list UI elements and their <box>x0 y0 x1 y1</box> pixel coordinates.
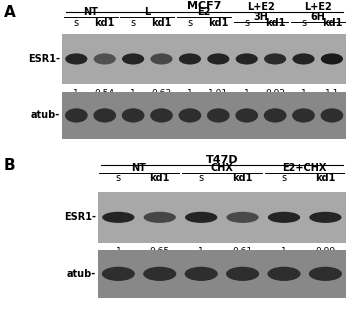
Ellipse shape <box>264 53 286 65</box>
Ellipse shape <box>122 108 144 123</box>
Ellipse shape <box>309 267 342 281</box>
Text: kd1: kd1 <box>265 18 285 28</box>
Ellipse shape <box>321 53 343 65</box>
Ellipse shape <box>292 108 315 123</box>
Text: 0.63: 0.63 <box>152 89 171 98</box>
Ellipse shape <box>264 108 286 123</box>
Text: 1.1: 1.1 <box>325 89 339 98</box>
Text: s: s <box>187 18 192 28</box>
Text: L+E2
3H: L+E2 3H <box>247 2 275 22</box>
Text: 1.01: 1.01 <box>208 89 228 98</box>
Text: 1: 1 <box>198 247 204 256</box>
Ellipse shape <box>268 212 300 223</box>
Text: s: s <box>74 18 79 28</box>
Ellipse shape <box>226 267 259 281</box>
Ellipse shape <box>309 212 342 223</box>
Ellipse shape <box>143 267 176 281</box>
Ellipse shape <box>185 267 218 281</box>
Ellipse shape <box>65 53 87 65</box>
Text: kd1: kd1 <box>233 173 253 183</box>
Text: kd1: kd1 <box>208 18 229 28</box>
Text: kd1: kd1 <box>149 173 170 183</box>
Text: 1: 1 <box>281 247 287 256</box>
Text: 0.54: 0.54 <box>95 89 115 98</box>
Text: 1: 1 <box>73 89 79 98</box>
Text: 1: 1 <box>244 89 250 98</box>
Ellipse shape <box>235 108 258 123</box>
Text: 0.99: 0.99 <box>315 247 335 256</box>
Ellipse shape <box>185 212 217 223</box>
Text: L+E2
6H: L+E2 6H <box>304 2 332 22</box>
Text: L: L <box>144 7 151 17</box>
Text: ESR1-: ESR1- <box>64 212 96 222</box>
Ellipse shape <box>151 53 173 65</box>
Text: 0.61: 0.61 <box>233 247 253 256</box>
Ellipse shape <box>207 53 229 65</box>
Text: E2+CHX: E2+CHX <box>283 163 327 173</box>
Text: kd1: kd1 <box>315 173 335 183</box>
Text: 1: 1 <box>130 89 136 98</box>
Text: NT: NT <box>132 163 147 173</box>
Text: CHX: CHX <box>211 163 233 173</box>
Text: s: s <box>198 173 204 183</box>
Text: kd1: kd1 <box>94 18 115 28</box>
Ellipse shape <box>179 53 201 65</box>
Text: T47D: T47D <box>206 155 238 165</box>
Ellipse shape <box>179 108 201 123</box>
Text: NT: NT <box>83 7 98 17</box>
Text: 1: 1 <box>187 89 193 98</box>
Ellipse shape <box>321 108 343 123</box>
Text: B: B <box>4 158 15 173</box>
Ellipse shape <box>150 108 173 123</box>
Ellipse shape <box>102 267 135 281</box>
Text: s: s <box>282 173 286 183</box>
Text: 1: 1 <box>301 89 306 98</box>
Ellipse shape <box>93 108 116 123</box>
Text: s: s <box>131 18 136 28</box>
Text: kd1: kd1 <box>322 18 342 28</box>
Text: s: s <box>116 173 121 183</box>
Ellipse shape <box>226 212 259 223</box>
Text: MCF7: MCF7 <box>187 1 221 11</box>
Text: atub-: atub- <box>31 110 60 120</box>
Ellipse shape <box>293 53 315 65</box>
Text: ESR1-: ESR1- <box>28 54 60 64</box>
Text: atub-: atub- <box>67 269 96 279</box>
Text: s: s <box>244 18 249 28</box>
Ellipse shape <box>236 53 258 65</box>
Text: s: s <box>301 18 306 28</box>
Text: kd1: kd1 <box>151 18 172 28</box>
Text: A: A <box>4 5 15 20</box>
Text: E2: E2 <box>197 7 211 17</box>
Ellipse shape <box>65 108 88 123</box>
Text: 1: 1 <box>115 247 121 256</box>
Ellipse shape <box>207 108 230 123</box>
Text: 0.65: 0.65 <box>150 247 170 256</box>
Text: 0.92: 0.92 <box>265 89 285 98</box>
Ellipse shape <box>267 267 301 281</box>
Ellipse shape <box>102 212 135 223</box>
Ellipse shape <box>94 53 116 65</box>
Ellipse shape <box>122 53 144 65</box>
Ellipse shape <box>143 212 176 223</box>
